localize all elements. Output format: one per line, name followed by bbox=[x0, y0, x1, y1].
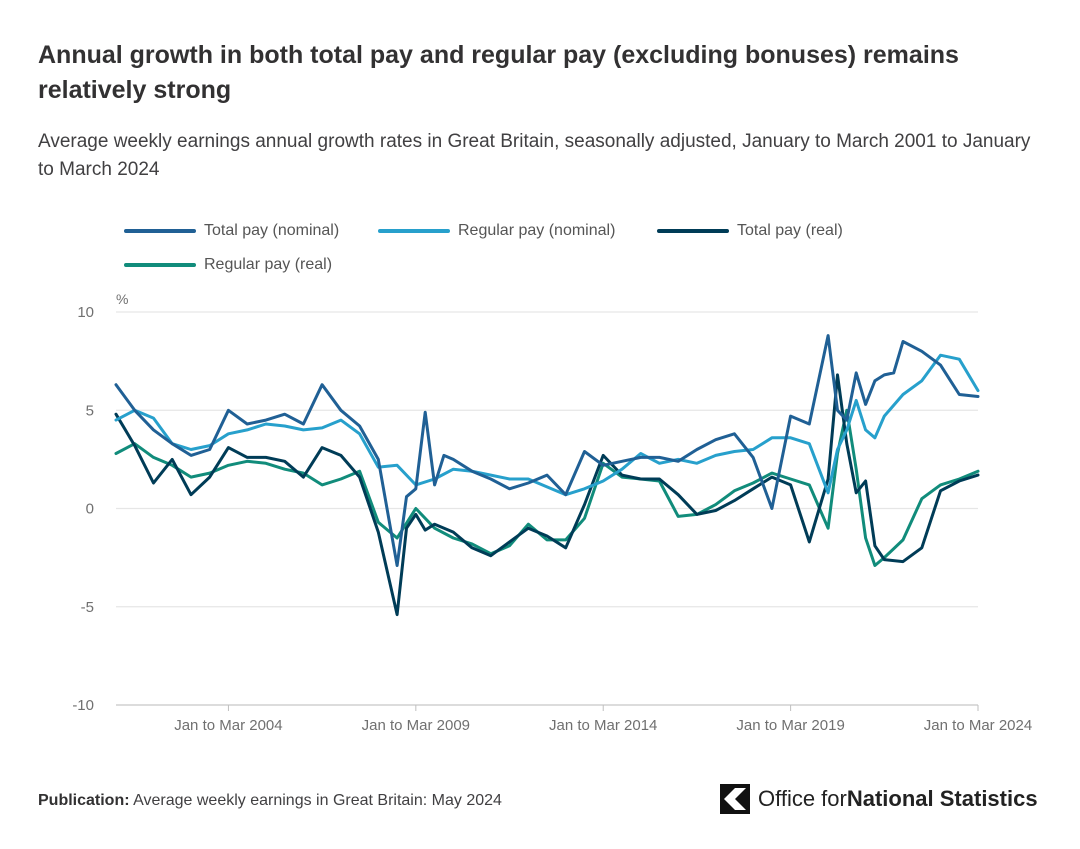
publication-footer: Publication: Average weekly earnings in … bbox=[38, 792, 502, 810]
x-axis: Jan to Mar 2004 Jan to Mar 2009 Jan to Mar… bbox=[116, 704, 1032, 734]
series-line-total-nominal[interactable] bbox=[114, 334, 980, 567]
legend-item-total-nominal[interactable]: Total pay (nominal) bbox=[124, 222, 339, 240]
legend-item-regular-nominal[interactable]: Regular pay (nominal) bbox=[378, 222, 615, 240]
chart-title: Annual growth in both total pay and regu… bbox=[38, 41, 959, 104]
x-tick-label: Jan to Mar 2019 bbox=[736, 717, 844, 734]
ons-logo[interactable]: Office for National Statistics bbox=[720, 784, 1038, 814]
brand-text-bold: National Statistics bbox=[846, 786, 1038, 811]
brand-text-regular: Office for bbox=[758, 786, 847, 811]
series-line-regular-nominal[interactable] bbox=[114, 353, 980, 497]
y-tick-label: 0 bbox=[86, 501, 94, 518]
x-tick-label: Jan to Mar 2004 bbox=[174, 717, 282, 734]
y-axis-unit: % bbox=[116, 291, 128, 307]
y-tick-label: -5 bbox=[81, 599, 94, 616]
series-line-total-real[interactable] bbox=[114, 373, 980, 617]
legend-item-total-real[interactable]: Total pay (real) bbox=[657, 222, 843, 240]
legend-swatch-total-real bbox=[657, 229, 729, 233]
y-tick-label: 10 bbox=[77, 304, 94, 321]
chart-subtitle: Average weekly earnings annual growth ra… bbox=[38, 131, 1031, 180]
gridlines bbox=[116, 311, 978, 706]
legend-item-regular-real[interactable]: Regular pay (real) bbox=[124, 256, 332, 274]
y-tick-label: 5 bbox=[86, 402, 94, 419]
legend-swatch-regular-nominal bbox=[378, 229, 450, 233]
x-tick-label: Jan to Mar 2014 bbox=[549, 717, 657, 734]
legend-label-regular-nominal: Regular pay (nominal) bbox=[458, 222, 616, 239]
legend-swatch-total-nominal bbox=[124, 229, 196, 233]
legend-label-total-nominal: Total pay (nominal) bbox=[204, 222, 340, 239]
y-axis: % 10 5 0 -5 -10 bbox=[72, 291, 128, 714]
publication-label: Publication: bbox=[38, 792, 130, 809]
ons-logo-icon bbox=[720, 784, 750, 814]
legend-swatch-regular-real bbox=[124, 263, 196, 267]
x-tick-label: Jan to Mar 2024 bbox=[924, 717, 1032, 734]
legend-label-regular-real: Regular pay (real) bbox=[204, 256, 333, 273]
chart-legend: Total pay (nominal) Regular pay (nominal… bbox=[124, 220, 1024, 284]
publication-text[interactable]: Average weekly earnings in Great Britain… bbox=[133, 792, 502, 809]
x-tick-label: Jan to Mar 2009 bbox=[362, 717, 470, 734]
y-tick-label: -10 bbox=[72, 697, 94, 714]
series-lines bbox=[114, 334, 980, 617]
legend-label-total-real: Total pay (real) bbox=[737, 222, 843, 239]
